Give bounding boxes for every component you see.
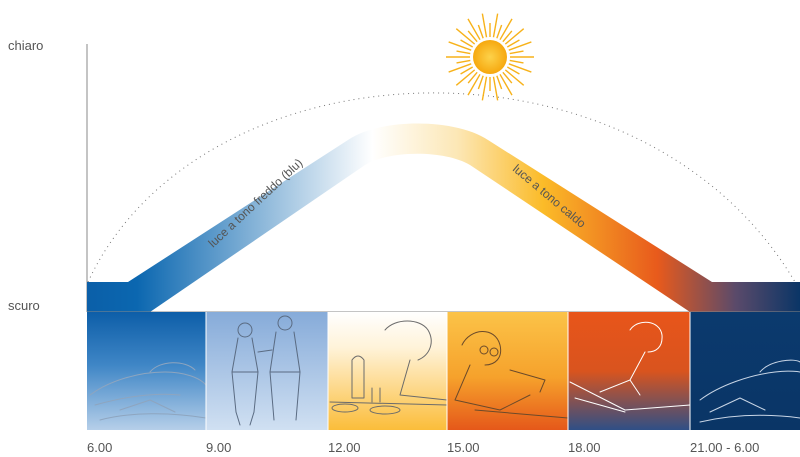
- sun-ray: [509, 50, 524, 55]
- sun-ray: [504, 28, 525, 45]
- sun-ray: [467, 18, 481, 41]
- sun-ray: [455, 69, 476, 86]
- writing-person-icon: [569, 321, 691, 413]
- time-label-6: 6.00: [87, 440, 113, 455]
- sun-ray: [460, 39, 474, 48]
- sun-ray: [456, 59, 471, 64]
- sun-ray: [448, 63, 472, 73]
- panel-18: [568, 312, 690, 430]
- sun-ray: [499, 18, 513, 41]
- sun-ray: [499, 73, 513, 96]
- sun-ray: [509, 59, 524, 64]
- time-label-12: 12.00: [328, 440, 361, 455]
- sun-ray: [448, 41, 472, 51]
- sleeping-icon: [699, 359, 800, 423]
- sun-ray: [481, 13, 488, 38]
- time-label-9: 9.00: [206, 440, 232, 455]
- walking-couple-icon: [231, 315, 301, 426]
- time-label-15: 15.00: [447, 440, 480, 455]
- dining-table-icon: [329, 320, 448, 415]
- sun-ray: [456, 50, 471, 55]
- sun-ray: [492, 13, 499, 38]
- sun-ray: [467, 30, 478, 43]
- axis-label-light: chiaro: [8, 38, 44, 53]
- sun-icon: [446, 13, 534, 101]
- axis-label-dark: scuro: [8, 298, 40, 313]
- sun-ray: [508, 63, 532, 73]
- sun-ray: [504, 69, 525, 86]
- panel-dividers: [205, 312, 691, 430]
- sun-ray: [467, 71, 478, 84]
- sun-ray: [492, 76, 499, 101]
- sun-ray: [455, 28, 476, 45]
- sun-ray: [508, 41, 532, 51]
- panel-9: [206, 312, 328, 430]
- scene-panels: [87, 312, 800, 430]
- sun-ray: [496, 75, 503, 90]
- light-intensity-band: [87, 123, 800, 312]
- sun-ray: [502, 71, 513, 84]
- panel-6: [87, 312, 206, 430]
- sun-ray: [467, 73, 481, 96]
- panel-12: [328, 312, 447, 430]
- sun-ray: [502, 30, 513, 43]
- sun-ray: [460, 66, 474, 75]
- time-label-18: 18.00: [568, 440, 601, 455]
- sun-ray: [506, 66, 520, 75]
- sun-ray: [496, 24, 503, 39]
- sun-ray: [506, 39, 520, 48]
- sleeping-icon: [89, 362, 207, 421]
- sun-ray: [477, 24, 484, 39]
- reading-person-icon: [454, 331, 569, 419]
- sun-ray: [481, 76, 488, 101]
- time-label-21: 21.00 - 6.00: [690, 440, 760, 455]
- sun-ray: [477, 75, 484, 90]
